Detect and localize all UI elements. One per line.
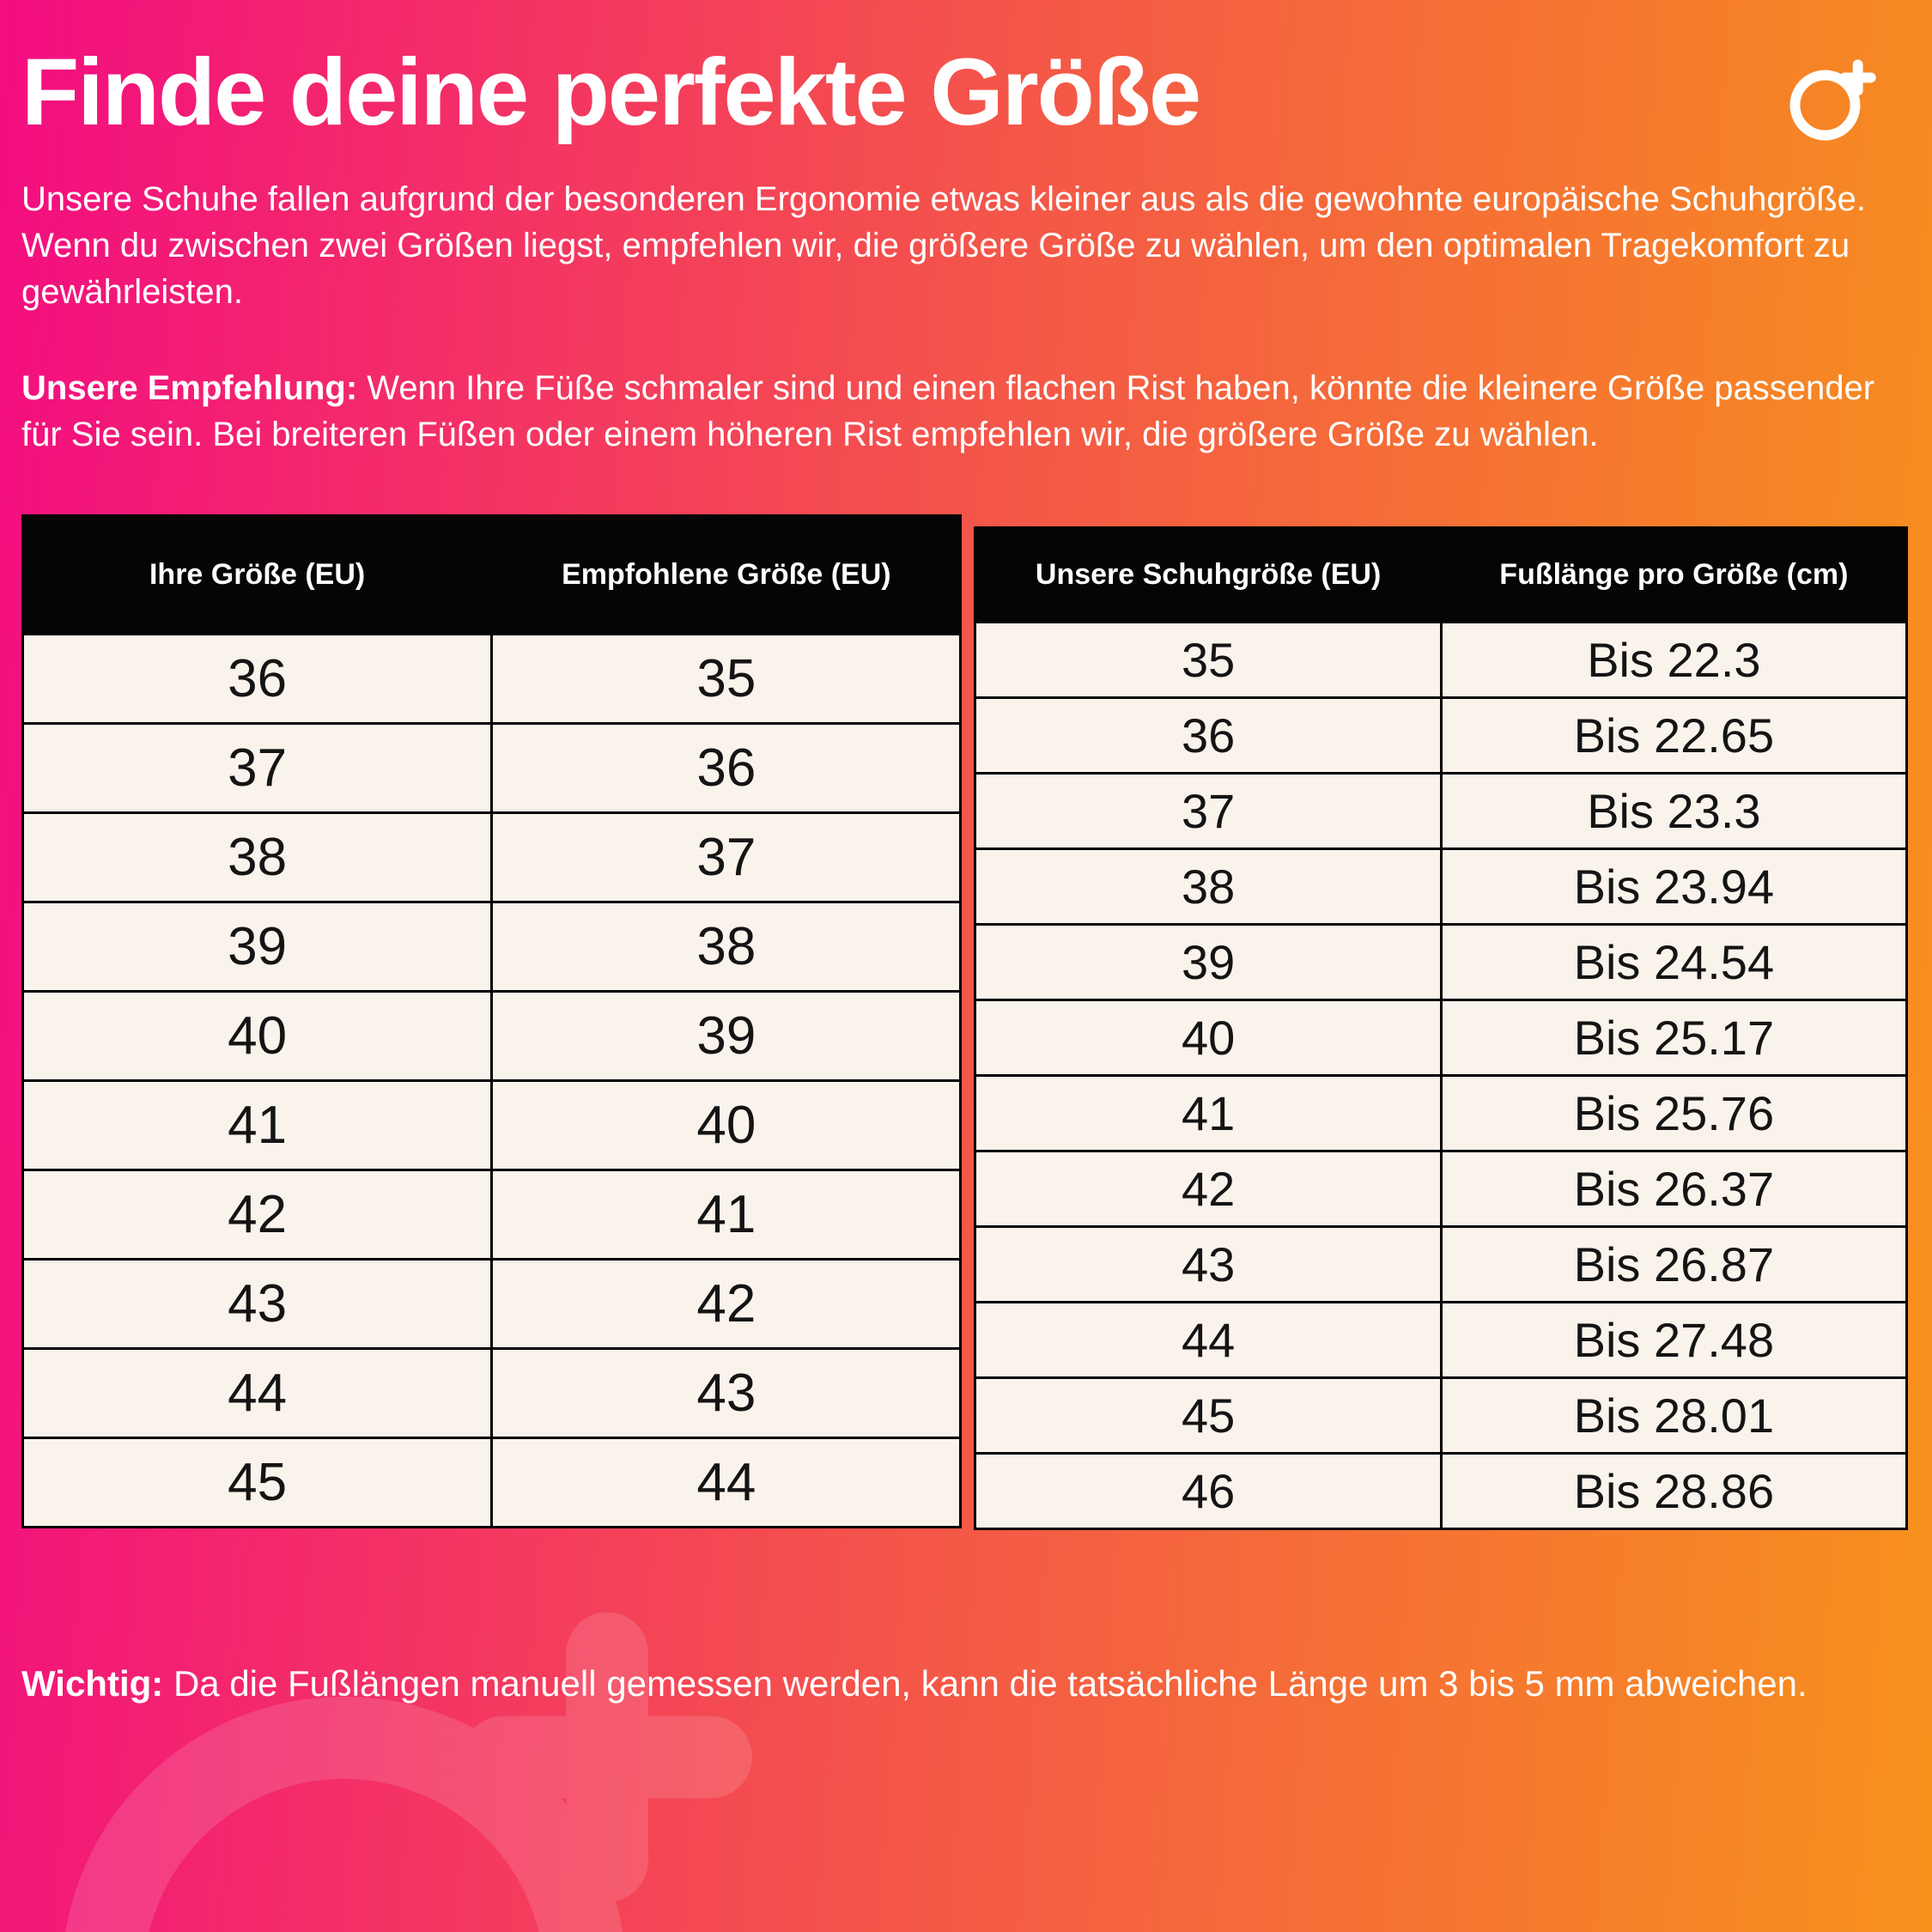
table-cell: 46 — [974, 1452, 1443, 1530]
foot-length-table: Unsere Schuhgröße (EU) Fußlänge pro Größ… — [974, 526, 1909, 1530]
table-cell: 38 — [490, 901, 963, 993]
table-cell: 41 — [21, 1079, 494, 1171]
table-row: 43 42 — [21, 1258, 963, 1350]
column-header-your-size: Ihre Größe (EU) — [21, 514, 494, 635]
header: Finde deine perfekte Größe — [21, 43, 1908, 154]
page-title: Finde deine perfekte Größe — [21, 39, 1201, 145]
table-cell: 37 — [21, 722, 494, 814]
table-row: 41 Bis 25.76 — [974, 1074, 1909, 1152]
table-cell: 42 — [974, 1150, 1443, 1228]
table-row: 36 35 — [21, 633, 963, 725]
intro-text: Unsere Schuhe fallen aufgrund der besond… — [21, 180, 1867, 311]
table-cell: Bis 26.87 — [1439, 1225, 1909, 1303]
table-row: 40 Bis 25.17 — [974, 999, 1909, 1077]
table-row: 44 Bis 27.48 — [974, 1301, 1909, 1379]
table-row: 37 Bis 23.3 — [974, 772, 1909, 850]
footnote-text: Da die Fußlängen manuell gemessen werden… — [173, 1663, 1807, 1704]
table-row: 37 36 — [21, 722, 963, 814]
table-cell: 45 — [21, 1437, 494, 1528]
table-body: 36 35 37 36 38 37 39 38 40 39 41 40 42 41 43 42 44 43 45 44 — [21, 633, 963, 1528]
table-cell: 36 — [490, 722, 963, 814]
table-cell: Bis 28.86 — [1439, 1452, 1909, 1530]
table-row: 35 Bis 22.3 — [974, 621, 1909, 699]
recommendation-label: Unsere Empfehlung: — [21, 369, 358, 407]
table-cell: Bis 23.94 — [1439, 848, 1909, 926]
table-cell: 44 — [974, 1301, 1443, 1379]
table-header: Unsere Schuhgröße (EU) Fußlänge pro Größ… — [974, 526, 1909, 623]
table-cell: Bis 28.01 — [1439, 1376, 1909, 1455]
table-row: 42 Bis 26.37 — [974, 1150, 1909, 1228]
table-row: 38 Bis 23.94 — [974, 848, 1909, 926]
table-cell: Bis 25.17 — [1439, 999, 1909, 1077]
table-cell: 44 — [21, 1347, 494, 1439]
table-row: 43 Bis 26.87 — [974, 1225, 1909, 1303]
table-row: 45 Bis 28.01 — [974, 1376, 1909, 1455]
table-cell: 42 — [490, 1258, 963, 1350]
table-row: 39 Bis 24.54 — [974, 923, 1909, 1001]
table-cell: 38 — [21, 811, 494, 903]
table-cell: 36 — [21, 633, 494, 725]
table-cell: Bis 25.76 — [1439, 1074, 1909, 1152]
table-row: 39 38 — [21, 901, 963, 993]
table-row: 42 41 — [21, 1169, 963, 1261]
column-header-shoe-size: Unsere Schuhgröße (EU) — [974, 526, 1443, 623]
table-cell: 43 — [974, 1225, 1443, 1303]
table-row: 36 Bis 22.65 — [974, 696, 1909, 775]
table-header: Ihre Größe (EU) Empfohlene Größe (EU) — [21, 514, 963, 635]
brand-logo-icon — [1786, 52, 1882, 154]
table-row: 44 43 — [21, 1347, 963, 1439]
table-cell: 41 — [490, 1169, 963, 1261]
table-cell: 35 — [490, 633, 963, 725]
table-row: 40 39 — [21, 990, 963, 1082]
footnote: Wichtig: Da die Fußlängen manuell gemess… — [21, 1659, 1908, 1710]
table-cell: 41 — [974, 1074, 1443, 1152]
table-cell: 45 — [974, 1376, 1443, 1455]
recommendation-paragraph: Unsere Empfehlung: Wenn Ihre Füße schmal… — [21, 365, 1908, 458]
size-tables: Ihre Größe (EU) Empfohlene Größe (EU) 36… — [21, 514, 1909, 1530]
table-row: 46 Bis 28.86 — [974, 1452, 1909, 1530]
table-cell: 43 — [21, 1258, 494, 1350]
table-cell: Bis 23.3 — [1439, 772, 1909, 850]
table-body: 35 Bis 22.3 36 Bis 22.65 37 Bis 23.3 38 Bis 23.… — [974, 621, 1909, 1530]
size-recommendation-table: Ihre Größe (EU) Empfohlene Größe (EU) 36… — [21, 514, 963, 1528]
table-cell: Bis 27.48 — [1439, 1301, 1909, 1379]
table-cell: 39 — [490, 990, 963, 1082]
table-cell: 39 — [974, 923, 1443, 1001]
table-cell: 39 — [21, 901, 494, 993]
table-cell: 36 — [974, 696, 1443, 775]
table-cell: 40 — [974, 999, 1443, 1077]
table-cell: 35 — [974, 621, 1443, 699]
table-cell: 37 — [490, 811, 963, 903]
table-cell: 37 — [974, 772, 1443, 850]
table-cell: 42 — [21, 1169, 494, 1261]
table-cell: 43 — [490, 1347, 963, 1439]
recommendation-text: Wenn Ihre Füße schmaler sind und einen f… — [21, 369, 1875, 453]
watermark-logo-icon — [30, 1554, 803, 1932]
table-cell: 40 — [21, 990, 494, 1082]
table-cell: Bis 22.65 — [1439, 696, 1909, 775]
table-cell: Bis 24.54 — [1439, 923, 1909, 1001]
table-cell: Bis 22.3 — [1439, 621, 1909, 699]
column-header-foot-length: Fußlänge pro Größe (cm) — [1439, 526, 1909, 623]
table-cell: 40 — [490, 1079, 963, 1171]
footnote-label: Wichtig: — [21, 1663, 164, 1704]
table-row: 41 40 — [21, 1079, 963, 1171]
table-cell: 38 — [974, 848, 1443, 926]
column-header-recommended-size: Empfohlene Größe (EU) — [490, 514, 963, 635]
table-cell: Bis 26.37 — [1439, 1150, 1909, 1228]
table-cell: 44 — [490, 1437, 963, 1528]
table-row: 38 37 — [21, 811, 963, 903]
table-row: 45 44 — [21, 1437, 963, 1528]
